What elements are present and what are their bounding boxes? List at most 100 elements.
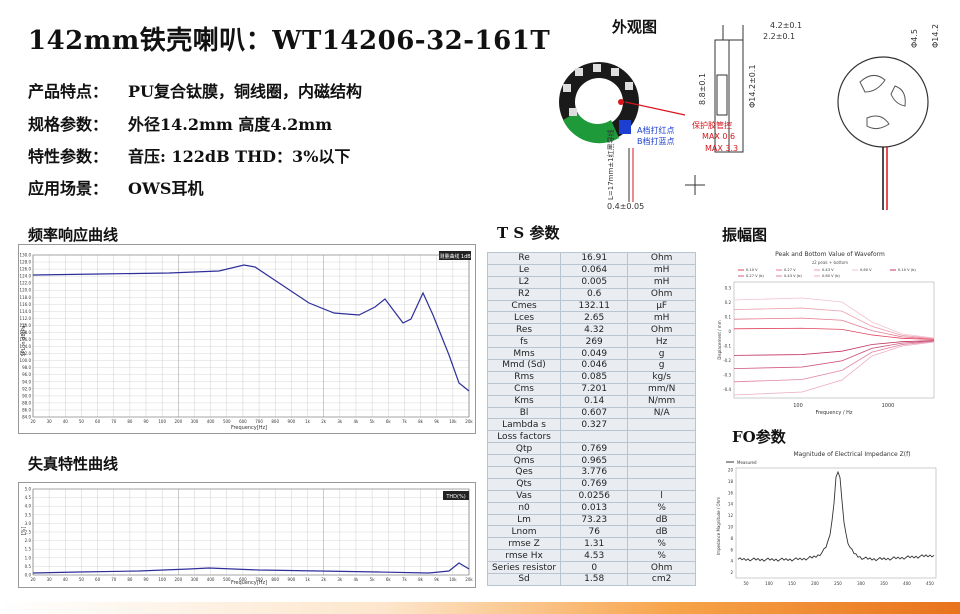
feature-label: 特性参数： — [28, 147, 109, 166]
y-tick-label: 94.0 — [22, 379, 31, 384]
x-tick-label: 80 — [127, 577, 133, 582]
x-tick-label: 900 — [288, 577, 296, 582]
fo-yticks: 20 18 16 14 12 10 8 6 4 2 — [728, 468, 734, 576]
feature-value: PU复合钛膜，铜线圈，内磁结构 — [128, 82, 362, 101]
thd-xticks: 20 30 40 50 60 70 80 90 100 200 300 400 500 600 700 800… — [30, 577, 473, 582]
ts-row: Le 0.064 mH — [486, 263, 696, 277]
dim-dia: Φ14.2±0.1 — [748, 64, 757, 108]
ts-name-cell: Qes — [486, 466, 562, 479]
amp-legend: 0.10 V 0.27 V 0.43 V 0.60 V 0.10 V (b) 0.27 V… — [738, 268, 916, 278]
y-tick-label: 0.3 — [725, 286, 732, 291]
ts-value-cell: 0.049 — [560, 347, 629, 361]
ts-row: Lces 2.65 mH — [486, 311, 696, 325]
ts-name-cell: Qms — [486, 454, 562, 468]
freq-xlabel: Frequency[Hz] — [231, 425, 267, 431]
y-tick-label: 110.0 — [20, 323, 32, 328]
x-tick-label: 8k — [418, 577, 424, 582]
ts-unit-cell: g — [627, 347, 696, 361]
x-tick-label: 600 — [239, 577, 247, 582]
ts-value-cell: 0.965 — [560, 454, 629, 468]
ts-unit-cell — [627, 454, 696, 468]
ts-value-cell: 0.14 — [560, 394, 629, 408]
ts-value-cell: 1.31 — [560, 537, 629, 551]
x-tick-label: 6k — [386, 419, 392, 424]
ts-name-cell: Lm — [486, 513, 562, 527]
amplitude-chart: Peak and Bottom Value of Waveform z2 pea… — [717, 251, 935, 416]
footer-stripe — [0, 602, 960, 614]
y-tick-label: 106.0 — [20, 337, 32, 342]
y-tick-label: 4.0 — [25, 504, 32, 509]
ts-value-cell: 4.32 — [560, 323, 629, 337]
ts-name-cell: Vas — [486, 489, 562, 503]
x-tick-label: 400 — [207, 577, 215, 582]
y-tick-label: 4 — [730, 559, 733, 564]
y-tick-label: 130.0 — [20, 253, 32, 258]
y-tick-label: 2.0 — [25, 538, 32, 543]
amp-xtick: 1000 — [882, 403, 895, 409]
ts-value-cell: 1.58 — [560, 573, 629, 586]
x-tick-label: 7k — [402, 419, 408, 424]
ts-name-cell: Mms — [486, 347, 562, 361]
y-tick-label: 14 — [728, 502, 734, 507]
y-tick-label: 0.0 — [25, 573, 32, 578]
freq-xticks: 20 30 40 50 60 70 80 90 100 200 300 400 500 600 700 800… — [30, 419, 473, 424]
x-tick-label: 1k — [305, 577, 311, 582]
ts-value-cell: 0.005 — [560, 275, 629, 289]
impedance-curve — [737, 470, 935, 562]
plot-frame — [32, 488, 470, 576]
ts-unit-cell: mH — [627, 311, 696, 325]
ts-unit-cell: % — [627, 501, 696, 515]
fo-legend: Measured — [737, 460, 757, 465]
ts-name-cell: Qts — [486, 477, 562, 491]
ts-row: Cmes 132.11 µF — [486, 299, 696, 313]
y-tick-label: 100.0 — [20, 358, 32, 363]
y-tick-label: 4.5 — [25, 495, 32, 500]
x-tick-label: 150 — [788, 581, 796, 586]
x-tick-label: 60 — [95, 577, 101, 582]
y-tick-label: 116.0 — [20, 302, 32, 307]
ts-row: R2 0.6 Ohm — [486, 287, 696, 301]
feature-label: 规格参数： — [28, 115, 109, 134]
ts-value-cell — [560, 430, 629, 444]
thd-badge: THD(%) — [445, 494, 465, 500]
ts-value-cell: 76 — [560, 525, 629, 539]
x-tick-label: 9k — [434, 577, 440, 582]
ts-name-cell: L2 — [486, 275, 562, 289]
feature-label: 产品特点： — [28, 82, 109, 101]
bottom-curve — [733, 340, 935, 369]
y-tick-label: 126.0 — [20, 267, 32, 272]
ts-row: Loss factors — [486, 430, 696, 444]
ts-unit-cell: cm2 — [627, 573, 696, 586]
ts-value-cell: 0.769 — [560, 442, 629, 456]
ts-row: Vas 0.0256 l — [486, 489, 696, 503]
ts-name-cell: Qtp — [486, 442, 562, 456]
thd-yticks: 5.0 4.5 4.0 3.5 3.0 2.5 2.0 1.5 1.0 0.5 0.0 — [25, 487, 32, 578]
y-tick-label: 5.0 — [25, 487, 32, 492]
ts-row: Res 4.32 Ohm — [486, 323, 696, 337]
legend-label: 0.27 V (b) — [746, 274, 764, 278]
x-tick-label: 1k — [305, 419, 311, 424]
x-tick-label: 2k — [321, 577, 327, 582]
x-tick-label: 9k — [434, 419, 440, 424]
x-tick-label: 300 — [857, 581, 865, 586]
fo-xticks: 50 100 150 200 250 300 350 400 450 — [743, 581, 934, 586]
ts-row: rmse Z 1.31% — [486, 537, 696, 551]
dim-total-height: 4.2±0.1 — [770, 21, 802, 30]
ts-name-cell: Re — [486, 252, 562, 265]
x-tick-label: 50 — [79, 577, 85, 582]
y-tick-label: 8 — [730, 536, 733, 541]
ts-unit-cell: µF — [627, 299, 696, 313]
ts-row: Mms 0.049 g — [486, 347, 696, 361]
x-tick-label: 8k — [418, 419, 424, 424]
y-tick-label: 0 — [728, 329, 731, 334]
amp-xtick: 100 — [793, 403, 803, 409]
x-tick-label: 20 — [30, 419, 36, 424]
feature-row: 特性参数： 音压: 122dB THD：3%以下 — [28, 143, 350, 167]
ts-value-cell: 2.65 — [560, 311, 629, 325]
legend-label: 0.27 V — [784, 268, 796, 272]
x-tick-label: 10k — [449, 419, 457, 424]
legend-label: 0.10 V — [746, 268, 758, 272]
fo-ylabel: Impedance Magnitude / Ohm — [716, 497, 721, 555]
plot-frame — [32, 254, 470, 418]
legend-label: 0.43 V (b) — [784, 274, 802, 278]
